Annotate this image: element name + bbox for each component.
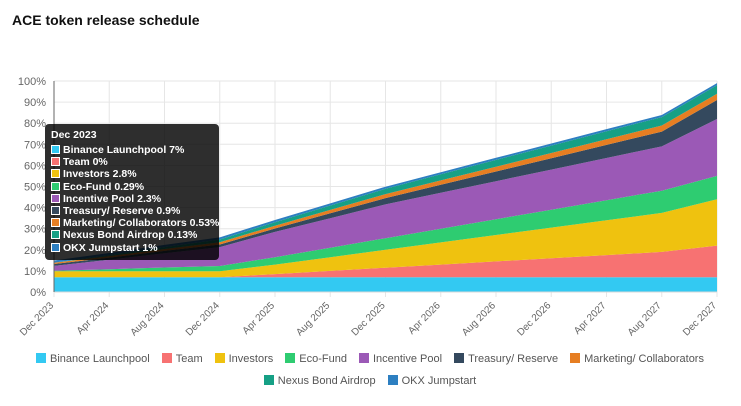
x-tick-label: Apr 2026 [406,300,443,337]
legend-swatch [161,353,172,363]
tooltip-row: Treasury/ Reserve 0.9% [51,205,213,217]
legend-swatch [570,353,581,363]
tooltip-row: Incentive Pool 2.3% [51,193,213,205]
legend-swatch [263,375,274,385]
legend-swatch [454,353,465,363]
legend-item[interactable]: Binance Launchpool [36,348,150,370]
tooltip-row: Marketing/ Collaborators 0.53% [51,217,219,229]
tooltip-swatch [51,230,60,240]
tooltip-swatch [51,218,60,228]
y-tick-label: 40% [24,203,46,215]
tooltip-label: Nexus Bond Airdrop 0.13% [63,229,198,242]
y-tick-label: 0% [30,287,46,299]
legend-label: Marketing/ Collaborators [584,353,704,365]
legend-swatch [285,353,296,363]
tooltip-label: Treasury/ Reserve 0.9% [63,204,181,217]
tooltip-label: Eco-Fund 0.29% [63,180,145,193]
x-tick-label: Aug 2025 [294,300,332,338]
legend-item[interactable]: Incentive Pool [358,348,443,370]
tooltip-title: Dec 2023 [51,129,97,141]
y-tick-label: 20% [24,245,46,257]
legend-item[interactable]: Team [161,348,203,370]
y-tick-label: 50% [24,182,46,194]
legend-swatch [36,353,47,363]
tooltip-label: Incentive Pool 2.3% [63,192,162,205]
area-series-investors [54,199,717,278]
x-tick-label: Dec 2024 [184,300,222,338]
tooltip-row: Nexus Bond Airdrop 0.13% [51,229,213,241]
legend-item[interactable]: Treasury/ Reserve [454,348,558,370]
legend-swatch [387,375,398,385]
x-tick-label: Dec 2027 [681,300,719,338]
legend-label: OKX Jumpstart [401,375,477,387]
legend-label: Eco-Fund [299,353,347,365]
legend-swatch [358,353,369,363]
tooltip-row: Investors 2.8% [51,168,213,180]
chart-tooltip: Dec 2023 Binance Launchpool 7% Team 0% Inv… [45,124,219,260]
x-tick-label: Aug 2027 [626,300,664,338]
legend-label: Nexus Bond Airdrop [277,375,376,387]
y-tick-label: 10% [24,266,46,278]
legend-item[interactable]: Eco-Fund [285,348,347,370]
y-tick-label: 60% [24,160,46,172]
y-tick-label: 80% [24,118,46,130]
x-tick-label: Dec 2023 [18,300,56,338]
legend-label: Team [175,353,203,365]
legend-label: Binance Launchpool [50,353,150,365]
tooltip-swatch [51,181,60,191]
legend-item[interactable]: Marketing/ Collaborators [570,348,704,370]
tooltip-label: Investors 2.8% [63,168,137,181]
area-series-binance-launchpool [54,277,717,292]
tooltip-swatch [51,145,60,154]
x-tick-label: Dec 2026 [515,300,553,338]
tooltip-label: OKX Jumpstart 1% [63,241,158,254]
legend-label: Treasury/ Reserve [468,353,559,365]
tooltip-swatch [51,193,60,203]
tooltip-label: Binance Launchpool 7% [63,144,185,156]
tooltip-swatch [51,157,60,167]
y-tick-label: 30% [24,224,46,236]
tooltip-swatch [51,169,60,179]
x-tick-label: Aug 2024 [129,300,167,338]
x-tick-label: Apr 2024 [75,300,112,337]
y-tick-label: 100% [18,76,46,88]
x-tick-label: Dec 2025 [350,300,388,338]
x-tick-label: Apr 2025 [241,300,278,337]
y-tick-label: 90% [24,97,46,109]
legend-label: Incentive Pool [372,353,443,365]
area-series-team [54,245,717,278]
chart-legend: Binance Launchpool Team Investors Eco-Fund I… [20,348,720,392]
y-tick-label: 70% [24,139,46,151]
tooltip-row: Team 0% [51,156,213,168]
x-tick-label: Apr 2027 [572,300,609,337]
tooltip-swatch [51,205,60,215]
legend-item[interactable]: OKX Jumpstart [387,370,477,392]
legend-label: Investors [228,353,274,365]
tooltip-label: Team 0% [63,156,108,169]
tooltip-row: Eco-Fund 0.29% [51,181,213,193]
tooltip-row: OKX Jumpstart 1% [51,242,213,254]
chart-title: ACE token release schedule [12,12,200,28]
tooltip-row: Binance Launchpool 7% [51,144,213,156]
x-tick-label: Aug 2026 [460,300,498,338]
tooltip-label: Marketing/ Collaborators 0.53% [63,217,220,230]
legend-swatch [214,353,225,363]
legend-item[interactable]: Nexus Bond Airdrop [263,370,376,392]
area-series-incentive-pool [54,119,717,271]
legend-item[interactable]: Investors [214,348,274,370]
tooltip-swatch [51,242,60,252]
